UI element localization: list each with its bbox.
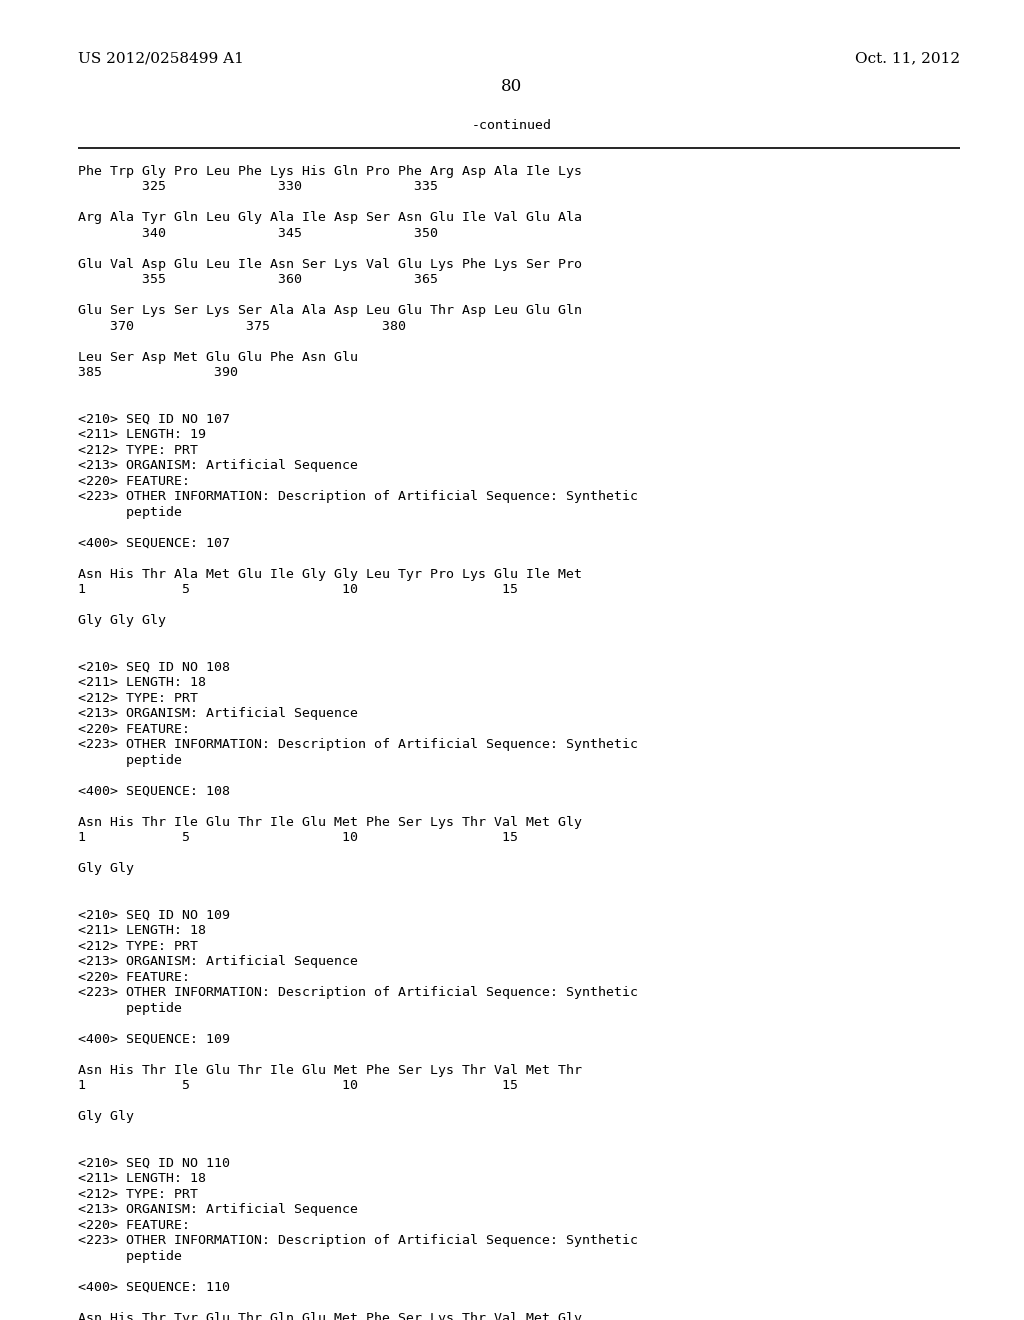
Text: <400> SEQUENCE: 110: <400> SEQUENCE: 110 <box>78 1280 230 1294</box>
Text: <220> FEATURE:: <220> FEATURE: <box>78 475 190 488</box>
Text: <211> LENGTH: 18: <211> LENGTH: 18 <box>78 924 206 937</box>
Text: <223> OTHER INFORMATION: Description of Artificial Sequence: Synthetic: <223> OTHER INFORMATION: Description of … <box>78 738 638 751</box>
Text: Leu Ser Asp Met Glu Glu Phe Asn Glu: Leu Ser Asp Met Glu Glu Phe Asn Glu <box>78 351 358 364</box>
Text: 385              390: 385 390 <box>78 367 238 379</box>
Text: peptide: peptide <box>78 1002 182 1015</box>
Text: <400> SEQUENCE: 108: <400> SEQUENCE: 108 <box>78 785 230 799</box>
Text: <211> LENGTH: 19: <211> LENGTH: 19 <box>78 429 206 441</box>
Text: <210> SEQ ID NO 107: <210> SEQ ID NO 107 <box>78 413 230 426</box>
Text: Gly Gly: Gly Gly <box>78 1110 134 1123</box>
Text: Glu Ser Lys Ser Lys Ser Ala Ala Asp Leu Glu Thr Asp Leu Glu Gln: Glu Ser Lys Ser Lys Ser Ala Ala Asp Leu … <box>78 305 582 318</box>
Text: <211> LENGTH: 18: <211> LENGTH: 18 <box>78 1172 206 1185</box>
Text: <213> ORGANISM: Artificial Sequence: <213> ORGANISM: Artificial Sequence <box>78 459 358 473</box>
Text: <400> SEQUENCE: 107: <400> SEQUENCE: 107 <box>78 537 230 550</box>
Text: US 2012/0258499 A1: US 2012/0258499 A1 <box>78 51 244 65</box>
Text: Asn His Thr Ile Glu Thr Ile Glu Met Phe Ser Lys Thr Val Met Gly: Asn His Thr Ile Glu Thr Ile Glu Met Phe … <box>78 816 582 829</box>
Text: Phe Trp Gly Pro Leu Phe Lys His Gln Pro Phe Arg Asp Ala Ile Lys: Phe Trp Gly Pro Leu Phe Lys His Gln Pro … <box>78 165 582 178</box>
Text: Arg Ala Tyr Gln Leu Gly Ala Ile Asp Ser Asn Glu Ile Val Glu Ala: Arg Ala Tyr Gln Leu Gly Ala Ile Asp Ser … <box>78 211 582 224</box>
Text: peptide: peptide <box>78 754 182 767</box>
Text: 1            5                   10                  15: 1 5 10 15 <box>78 583 518 597</box>
Text: 325              330              335: 325 330 335 <box>78 181 438 194</box>
Text: Asn His Thr Ile Glu Thr Ile Glu Met Phe Ser Lys Thr Val Met Thr: Asn His Thr Ile Glu Thr Ile Glu Met Phe … <box>78 1064 582 1077</box>
Text: Gly Gly: Gly Gly <box>78 862 134 875</box>
Text: <213> ORGANISM: Artificial Sequence: <213> ORGANISM: Artificial Sequence <box>78 956 358 969</box>
Text: Asn His Thr Ala Met Glu Ile Gly Gly Leu Tyr Pro Lys Glu Ile Met: Asn His Thr Ala Met Glu Ile Gly Gly Leu … <box>78 568 582 581</box>
Text: <223> OTHER INFORMATION: Description of Artificial Sequence: Synthetic: <223> OTHER INFORMATION: Description of … <box>78 491 638 503</box>
Text: 1            5                   10                  15: 1 5 10 15 <box>78 1080 518 1093</box>
Text: Glu Val Asp Glu Leu Ile Asn Ser Lys Val Glu Lys Phe Lys Ser Pro: Glu Val Asp Glu Leu Ile Asn Ser Lys Val … <box>78 257 582 271</box>
Text: 370              375              380: 370 375 380 <box>78 319 406 333</box>
Text: 355              360              365: 355 360 365 <box>78 273 438 286</box>
Text: Oct. 11, 2012: Oct. 11, 2012 <box>855 51 961 65</box>
Text: 80: 80 <box>502 78 522 95</box>
Text: <213> ORGANISM: Artificial Sequence: <213> ORGANISM: Artificial Sequence <box>78 708 358 721</box>
Text: <400> SEQUENCE: 109: <400> SEQUENCE: 109 <box>78 1034 230 1045</box>
Text: <210> SEQ ID NO 110: <210> SEQ ID NO 110 <box>78 1158 230 1170</box>
Text: <210> SEQ ID NO 108: <210> SEQ ID NO 108 <box>78 661 230 675</box>
Text: <220> FEATURE:: <220> FEATURE: <box>78 1218 190 1232</box>
Text: peptide: peptide <box>78 506 182 519</box>
Text: <212> TYPE: PRT: <212> TYPE: PRT <box>78 1188 198 1201</box>
Text: Gly Gly Gly: Gly Gly Gly <box>78 615 166 627</box>
Text: 340              345              350: 340 345 350 <box>78 227 438 240</box>
Text: <211> LENGTH: 18: <211> LENGTH: 18 <box>78 676 206 689</box>
Text: <223> OTHER INFORMATION: Description of Artificial Sequence: Synthetic: <223> OTHER INFORMATION: Description of … <box>78 986 638 999</box>
Text: peptide: peptide <box>78 1250 182 1263</box>
Text: <220> FEATURE:: <220> FEATURE: <box>78 972 190 983</box>
Text: <212> TYPE: PRT: <212> TYPE: PRT <box>78 692 198 705</box>
Text: <220> FEATURE:: <220> FEATURE: <box>78 723 190 737</box>
Text: 1            5                   10                  15: 1 5 10 15 <box>78 832 518 845</box>
Text: -continued: -continued <box>472 119 552 132</box>
Text: <212> TYPE: PRT: <212> TYPE: PRT <box>78 444 198 457</box>
Text: <213> ORGANISM: Artificial Sequence: <213> ORGANISM: Artificial Sequence <box>78 1204 358 1217</box>
Text: <212> TYPE: PRT: <212> TYPE: PRT <box>78 940 198 953</box>
Text: <210> SEQ ID NO 109: <210> SEQ ID NO 109 <box>78 909 230 921</box>
Text: <223> OTHER INFORMATION: Description of Artificial Sequence: Synthetic: <223> OTHER INFORMATION: Description of … <box>78 1234 638 1247</box>
Text: Asn His Thr Tyr Glu Thr Gln Glu Met Phe Ser Lys Thr Val Met Gly: Asn His Thr Tyr Glu Thr Gln Glu Met Phe … <box>78 1312 582 1320</box>
